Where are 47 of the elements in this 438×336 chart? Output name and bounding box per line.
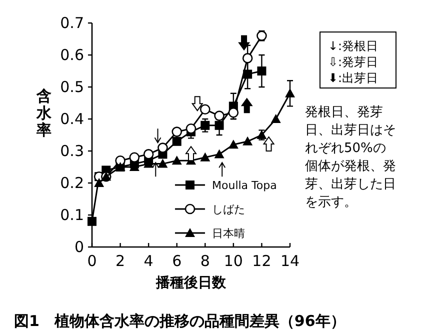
x-axis-title: 播種後日数 xyxy=(155,275,227,291)
legend-label: 日本晴 xyxy=(212,227,245,240)
point xyxy=(158,142,168,153)
point xyxy=(270,114,281,123)
point xyxy=(257,66,266,76)
point xyxy=(88,216,96,226)
x-tick-label: 14 xyxy=(280,252,300,270)
point xyxy=(214,149,224,158)
y-tick-label: 0.5 xyxy=(60,78,84,96)
x-tick-label: 4 xyxy=(144,252,154,270)
point xyxy=(158,158,168,168)
point xyxy=(228,140,238,149)
text: 図1 植物体含水率の推移の品種間差異（96年） xyxy=(14,312,346,330)
point xyxy=(143,149,154,160)
point xyxy=(214,120,224,130)
point xyxy=(200,120,210,130)
y-tick-label: 0.4 xyxy=(60,110,84,128)
x-tick-label: 10 xyxy=(224,252,243,270)
point xyxy=(200,104,210,115)
y-tick-label: 0.3 xyxy=(60,142,84,160)
key: ↓:発根日 ⇩:発芽日 ⬇:出芽日 xyxy=(320,32,396,88)
point xyxy=(242,53,253,64)
point xyxy=(115,155,126,166)
y-tick-label: 0 xyxy=(74,238,84,256)
text: 発根日、発芽日、出芽日はそれぞれ50%の個体が発根、発芽、出芽した日を示す。 xyxy=(305,104,397,212)
x-tick-label: 6 xyxy=(172,252,182,270)
x-tick-label: 12 xyxy=(252,252,272,270)
point xyxy=(94,178,104,187)
point xyxy=(214,110,224,121)
x-tick-label: 8 xyxy=(200,252,210,270)
y-tick-label: 0.2 xyxy=(60,174,84,192)
legend-label: しばた xyxy=(212,203,245,216)
legend-label: Moulla Topa xyxy=(212,179,277,192)
point xyxy=(200,152,210,162)
point xyxy=(186,123,196,134)
y-axis-title: 含水率 xyxy=(36,87,52,139)
y-tick-label: 0.7 xyxy=(60,14,84,32)
point xyxy=(285,88,295,98)
point xyxy=(172,156,182,165)
y-tick-label: 0.6 xyxy=(60,46,84,64)
point xyxy=(172,136,182,146)
x-tick-label: 2 xyxy=(116,252,126,270)
y-tick-label: 0.1 xyxy=(60,206,84,224)
point xyxy=(242,136,253,146)
point xyxy=(129,152,140,163)
point xyxy=(172,126,182,137)
x-tick-label: 0 xyxy=(87,252,97,270)
